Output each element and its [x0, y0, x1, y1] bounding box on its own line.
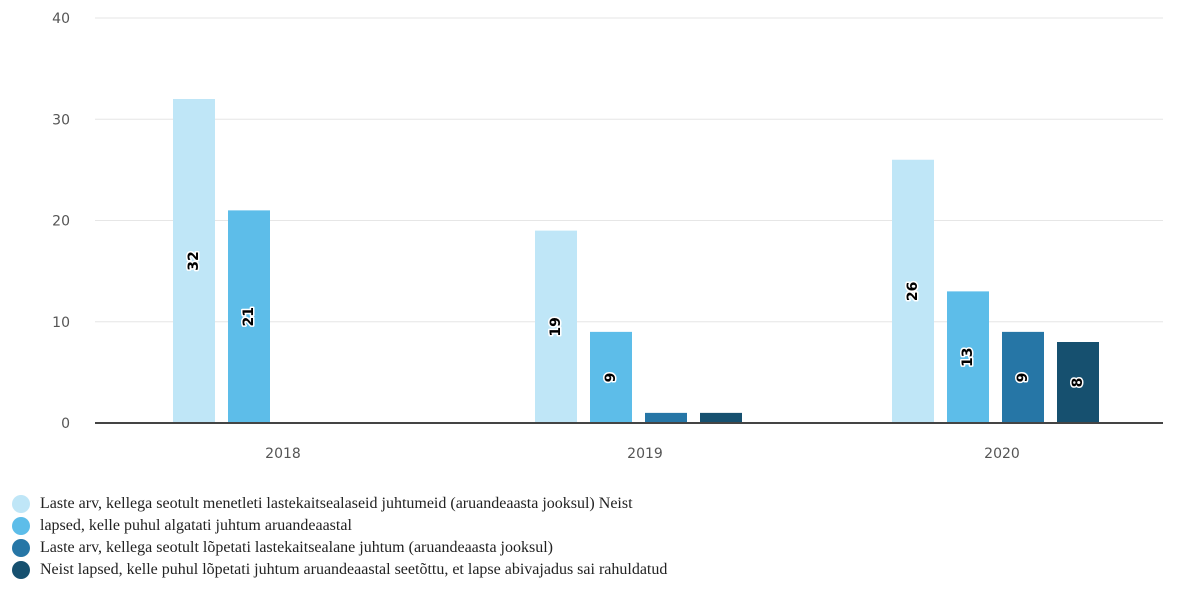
data-labels: 32 21 19 9 26 13 9 8: [185, 250, 1088, 389]
data-label: 19: [548, 317, 564, 336]
bar-2019-series-4: [700, 412, 742, 423]
x-category-label: 2020: [984, 446, 1020, 462]
bar-2020-series-2: [947, 291, 989, 423]
legend-label: Laste arv, kellega seotult menetleti las…: [40, 495, 633, 512]
data-label: 8: [1070, 378, 1086, 388]
legend-item[interactable]: Laste arv, kellega seotult lõpetati last…: [12, 537, 667, 559]
legend-swatch: [12, 561, 30, 579]
bar-2020-series-1: [892, 159, 934, 423]
data-label: 26: [905, 282, 921, 301]
bar-2020-series-3: [1002, 331, 1044, 423]
legend-label: Neist lapsed, kelle puhul lõpetati juhtu…: [40, 561, 668, 578]
bars: [173, 99, 1099, 423]
legend-swatch: [12, 495, 30, 513]
legend-item[interactable]: lapsed, kelle puhul algatati juhtum arua…: [12, 515, 667, 537]
legend: Laste arv, kellega seotult menetleti las…: [12, 493, 667, 581]
x-category-label: 2018: [265, 446, 301, 462]
data-label: 9: [603, 373, 619, 383]
y-tick-label: 10: [52, 315, 70, 331]
data-label: 32: [186, 251, 202, 270]
bar-2019-series-3: [645, 412, 687, 423]
bar-2018-series-2: [228, 210, 270, 423]
bar-2019-series-2: [590, 331, 632, 423]
legend-swatch: [12, 517, 30, 535]
y-tick-label: 30: [52, 112, 70, 128]
legend-swatch: [12, 539, 30, 557]
x-category-label: 2019: [627, 446, 663, 462]
bar-2020-series-4: [1057, 342, 1099, 423]
y-tick-label: 20: [52, 214, 70, 230]
legend-label: Laste arv, kellega seotult lõpetati last…: [40, 539, 553, 556]
y-tick-label: 40: [52, 11, 70, 27]
y-tick-label: 0: [61, 416, 70, 432]
bar-chart: 0 10 20 30 40 2018 2019 2020 32 21 19 9 26 13 9 8: [52, 11, 1163, 462]
legend-label: lapsed, kelle puhul algatati juhtum arua…: [40, 517, 352, 534]
legend-item[interactable]: Neist lapsed, kelle puhul lõpetati juhtu…: [12, 559, 667, 581]
bar-2018-series-1: [173, 99, 215, 423]
data-label: 21: [241, 307, 257, 326]
bar-2019-series-1: [535, 230, 577, 423]
data-label: 13: [960, 347, 976, 366]
x-axis-categories: 2018 2019 2020: [265, 446, 1020, 462]
data-label: 9: [1015, 373, 1031, 383]
y-axis-ticks: 0 10 20 30 40: [52, 11, 70, 432]
legend-item[interactable]: Laste arv, kellega seotult menetleti las…: [12, 493, 667, 515]
